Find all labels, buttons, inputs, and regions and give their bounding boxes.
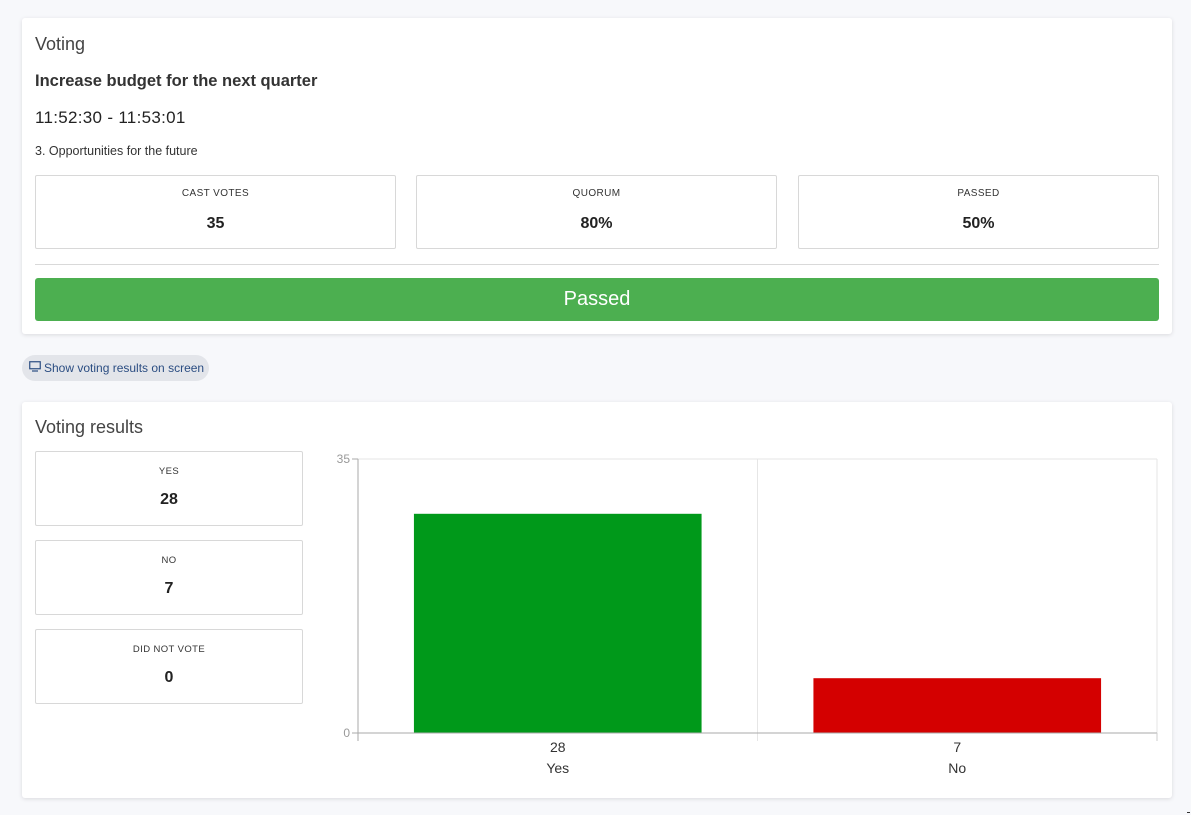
voting-card: Voting Increase budget for the next quar… xyxy=(22,18,1172,334)
show-results-on-screen-button[interactable]: Show voting results on screen xyxy=(22,355,209,381)
bar-yes xyxy=(413,513,702,733)
proposal-title: Increase budget for the next quarter xyxy=(35,72,318,90)
yes-label: YES xyxy=(158,466,180,477)
agenda-item: 3. Opportunities for the future xyxy=(35,144,198,158)
divider xyxy=(35,264,1159,265)
no-value: 7 xyxy=(164,580,174,597)
voting-results-title: Voting results xyxy=(35,417,144,437)
voting-time-range: 11:52:30 - 11:53:01 xyxy=(35,108,186,127)
cast-votes-value: 35 xyxy=(206,215,225,232)
cast-votes-box: CAST VOTES 35 xyxy=(35,175,396,249)
voting-card-title: Voting xyxy=(35,34,86,54)
bar-no xyxy=(813,678,1102,733)
corner-mark xyxy=(1187,812,1190,813)
voting-results-card: Voting results YES 28 NO 7 DID NOT VOTE … xyxy=(22,402,1172,798)
passed-threshold-box: PASSED 50% xyxy=(798,175,1159,249)
no-count-box: NO 7 xyxy=(35,540,303,615)
quorum-value: 80% xyxy=(580,215,613,232)
y-tick-label: 0 xyxy=(343,726,350,740)
cast-votes-label: CAST VOTES xyxy=(181,188,250,199)
data-label-yes: 28 xyxy=(550,739,566,755)
passed-threshold-value: 50% xyxy=(962,215,995,232)
no-label: NO xyxy=(161,555,177,566)
category-label-no: No xyxy=(948,760,966,776)
result-status-bar: Passed xyxy=(35,278,1159,321)
yes-value: 28 xyxy=(160,491,178,508)
passed-threshold-label: PASSED xyxy=(957,188,1000,199)
show-results-label: Show voting results on screen xyxy=(44,361,205,375)
category-label-yes: Yes xyxy=(546,760,569,776)
data-label-no: 7 xyxy=(953,739,961,755)
did-not-vote-value: 0 xyxy=(164,669,174,686)
yes-count-box: YES 28 xyxy=(35,451,303,526)
y-tick-label: 35 xyxy=(337,452,351,466)
did-not-vote-box: DID NOT VOTE 0 xyxy=(35,629,303,704)
quorum-box: QUORUM 80% xyxy=(416,175,777,249)
quorum-label: QUORUM xyxy=(572,188,621,199)
monitor-icon xyxy=(29,355,41,381)
did-not-vote-label: DID NOT VOTE xyxy=(132,644,206,655)
results-bar-chart: 0 35 28 Yes 7 No xyxy=(337,452,1158,776)
